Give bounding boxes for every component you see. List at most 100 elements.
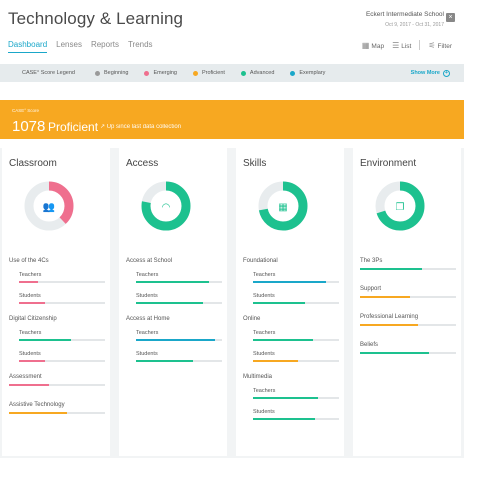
progress-fill: [253, 360, 298, 362]
progress-bar: [253, 339, 339, 341]
progress-bar: [360, 296, 456, 298]
legend-item-exemplary: Exemplary: [290, 70, 325, 76]
tab-trends[interactable]: Trends: [127, 40, 153, 49]
progress-fill: [253, 339, 314, 341]
progress-bar: [360, 324, 456, 326]
legend-label: Exemplary: [299, 70, 326, 76]
case-score-banner: CASE° Score 1078 Proficient ↗ Up since l…: [0, 100, 464, 139]
wifi-icon: ◠: [162, 202, 171, 213]
metric-row-label: Students: [253, 351, 275, 357]
card-access[interactable]: Access ◠ Access at School Teachers Students A…: [119, 148, 227, 456]
list-view-button[interactable]: ☰ List: [392, 41, 411, 50]
score-donut: ◠: [141, 181, 191, 231]
progress-bar: [360, 268, 456, 270]
legend-item-emerging: Emerging: [144, 70, 177, 76]
map-label: Map: [371, 42, 385, 50]
score-legend: CASE° Score Legend Beginning Emerging Pr…: [0, 64, 464, 82]
main-tabs: Dashboard Lenses Reports Trends: [8, 40, 153, 53]
view-controls: ▦ Map ☰ List ⚟ Filter: [362, 40, 452, 50]
progress-fill: [253, 281, 327, 283]
metric-group-label: Access at School: [126, 258, 173, 264]
metric-row-label: Students: [19, 293, 41, 299]
tab-dashboard[interactable]: Dashboard: [8, 40, 48, 53]
filter-icon: ⚟: [428, 40, 436, 50]
progress-fill: [136, 360, 193, 362]
card-classroom[interactable]: Classroom 👥 Use of the 4Cs Teachers Students…: [2, 148, 110, 456]
advanced-dot-icon: [240, 70, 246, 76]
map-icon: ▦: [361, 40, 370, 50]
score-level: Proficient: [48, 120, 99, 134]
metric-group-label: Assessment: [9, 374, 42, 380]
progress-fill: [136, 281, 210, 283]
progress-fill: [360, 352, 430, 354]
show-more-button[interactable]: Show More +: [411, 69, 450, 77]
list-label: List: [401, 42, 412, 50]
filter-button[interactable]: ⚟ Filter: [428, 41, 452, 50]
metric-group-label: Beliefs: [360, 342, 379, 348]
legend-label: Advanced: [249, 70, 275, 76]
metric-group-label: Support: [360, 286, 382, 292]
progress-fill: [136, 339, 216, 341]
metric-group-label: Online: [243, 316, 261, 322]
score-donut: 👥: [24, 181, 74, 231]
legend-item-proficient: Proficient: [192, 70, 225, 76]
progress-bar: [9, 384, 105, 386]
metric-group-label: Professional Learning: [360, 314, 419, 320]
metric-group-label: Multimedia: [243, 374, 273, 380]
map-view-button[interactable]: ▦ Map: [362, 41, 384, 50]
score-trend: ↗ Up since last data collection: [100, 123, 181, 130]
metric-row-label: Teachers: [19, 272, 42, 278]
progress-bar: [253, 397, 339, 399]
page-title: Technology & Learning: [8, 9, 184, 28]
card-skills[interactable]: Skills ▦ Foundational Teachers Students Onlin…: [236, 148, 344, 456]
progress-fill: [253, 397, 318, 399]
legend-item-advanced: Advanced: [240, 70, 275, 76]
progress-bar: [9, 412, 105, 414]
metric-row-label: Teachers: [136, 272, 159, 278]
progress-bar: [19, 302, 105, 304]
plus-circle-icon: +: [443, 69, 450, 77]
exemplary-dot-icon: [290, 70, 296, 76]
tab-lenses[interactable]: Lenses: [56, 40, 82, 49]
legend-title: CASE° Score Legend: [22, 70, 75, 76]
progress-fill: [253, 418, 315, 420]
metric-group-label: Access at Home: [126, 316, 170, 322]
metric-row-label: Teachers: [136, 330, 159, 336]
card-title: Access: [126, 158, 159, 169]
list-icon: ☰: [392, 40, 400, 50]
proficient-dot-icon: [192, 70, 198, 76]
progress-bar: [19, 360, 105, 362]
progress-fill: [9, 412, 67, 414]
metric-group-label: The 3Ps: [360, 258, 383, 264]
beginning-dot-icon: [94, 70, 100, 76]
date-range[interactable]: Oct 9, 2017 - Oct 31, 2017: [385, 22, 444, 28]
divider: [419, 40, 421, 50]
metric-row-label: Students: [19, 351, 41, 357]
progress-bar: [19, 281, 105, 283]
document-icon: ❐: [396, 202, 405, 213]
school-name[interactable]: Eckert Intermediate School: [365, 11, 444, 18]
metric-row-label: Students: [136, 293, 158, 299]
tab-reports[interactable]: Reports: [90, 40, 119, 49]
emerging-dot-icon: [144, 70, 150, 76]
metric-row-label: Teachers: [253, 272, 276, 278]
close-icon[interactable]: ×: [446, 13, 455, 22]
progress-bar: [136, 281, 222, 283]
metric-group-label: Digital Citizenship: [9, 316, 57, 322]
progress-fill: [9, 384, 50, 386]
score-value: 1078: [12, 118, 46, 135]
donut-fill: [375, 181, 425, 231]
card-environment[interactable]: Environment ❐ The 3Ps Support Professional L…: [353, 148, 461, 456]
progress-fill: [360, 296, 410, 298]
people-icon: 👥: [43, 202, 55, 213]
metric-row-label: Teachers: [253, 330, 276, 336]
metric-row-label: Students: [253, 409, 275, 415]
progress-bar: [253, 281, 339, 283]
metric-group-label: Assistive Technology: [9, 402, 65, 408]
trend-text: Up since last data collection: [106, 124, 182, 130]
legend-item-beginning: Beginning: [94, 70, 128, 76]
card-title: Environment: [360, 158, 417, 169]
progress-fill: [136, 302, 204, 304]
metric-group-label: Foundational: [243, 258, 278, 264]
legend-label: Proficient: [201, 70, 225, 76]
